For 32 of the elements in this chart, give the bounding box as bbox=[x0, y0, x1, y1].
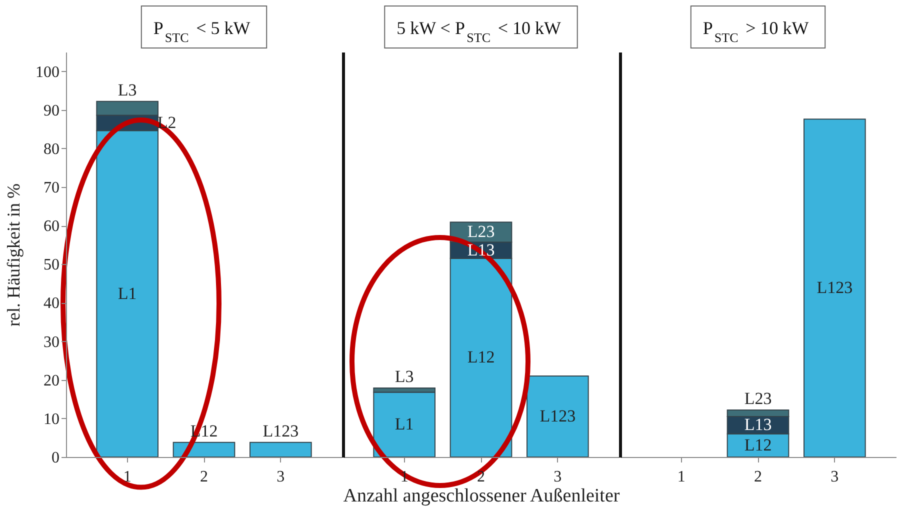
x-tick-label: 3 bbox=[554, 468, 562, 486]
series-label: L12 bbox=[744, 435, 772, 454]
series-label: L3 bbox=[394, 366, 414, 386]
x-tick-label: 2 bbox=[754, 468, 762, 486]
x-axis-title: Anzahl angeschlossener Außenleiter bbox=[343, 486, 620, 506]
y-tick-label: 90 bbox=[44, 102, 60, 120]
series-label: L12 bbox=[467, 348, 495, 367]
y-tick-label: 10 bbox=[44, 410, 60, 428]
y-axis-title: rel. Häufigkeit in % bbox=[4, 184, 24, 326]
series-label: L3 bbox=[118, 80, 137, 100]
series-label: L23 bbox=[467, 222, 495, 242]
x-tick-label: 1 bbox=[677, 468, 686, 486]
series-label: L123 bbox=[816, 278, 853, 298]
series-label: L1 bbox=[394, 414, 414, 434]
series-label: L123 bbox=[540, 406, 576, 426]
series-label: L13 bbox=[744, 415, 772, 434]
y-tick-label: 0 bbox=[52, 450, 60, 466]
y-tick-label: 50 bbox=[44, 256, 60, 274]
y-tick-label: 20 bbox=[44, 372, 60, 390]
series-label: L23 bbox=[744, 388, 772, 408]
y-tick-label: 60 bbox=[44, 218, 60, 236]
y-tick-label: 80 bbox=[44, 140, 60, 158]
x-tick-label: 3 bbox=[830, 468, 839, 486]
y-tick-label: 40 bbox=[44, 295, 60, 312]
x-tick-label: 3 bbox=[276, 468, 285, 486]
y-tick-label: 30 bbox=[44, 334, 60, 351]
y-tick-label: 100 bbox=[36, 64, 60, 81]
series-label: L123 bbox=[262, 421, 299, 440]
x-tick-label: 2 bbox=[200, 468, 208, 486]
y-tick-label: 70 bbox=[44, 180, 60, 196]
x-tick-label: 1 bbox=[123, 468, 132, 486]
series-label: L1 bbox=[118, 284, 137, 303]
